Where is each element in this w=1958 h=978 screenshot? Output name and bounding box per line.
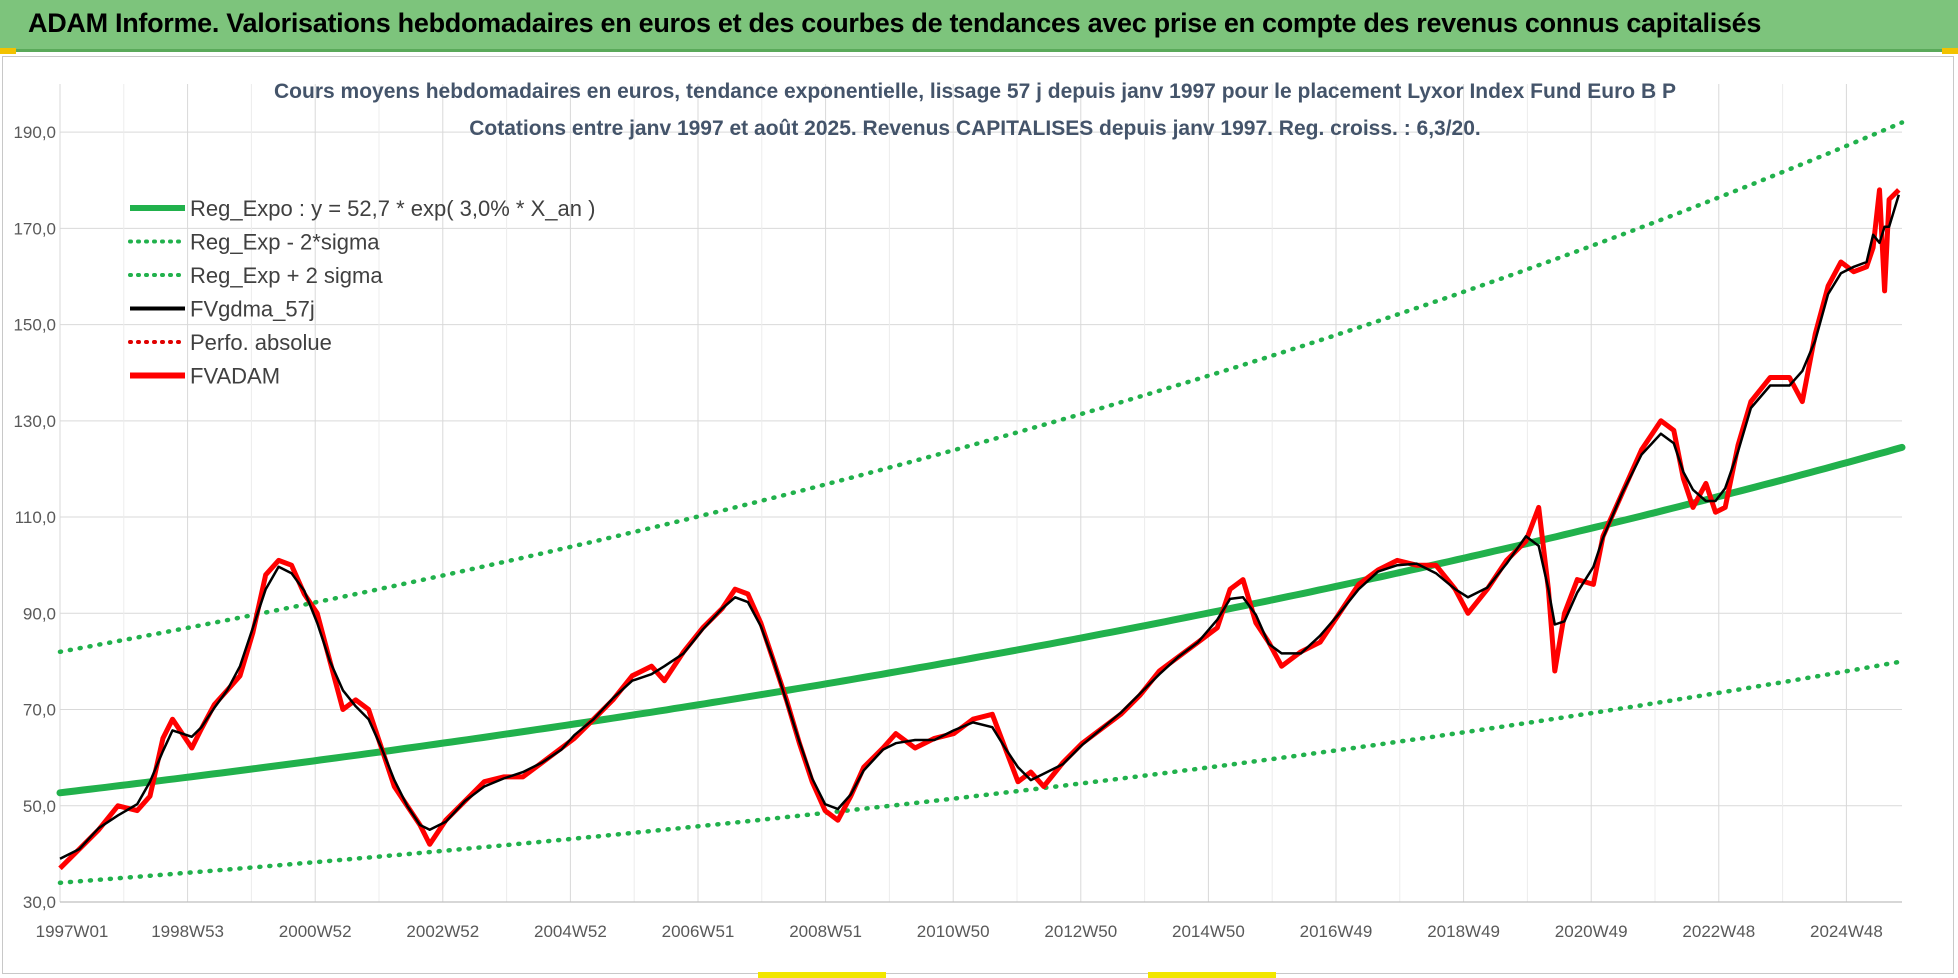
bottom-marker-b bbox=[1148, 972, 1276, 978]
x-tick-label: 2022W48 bbox=[1682, 922, 1755, 941]
header-corner-left bbox=[0, 48, 16, 54]
chart-title: Cours moyens hebdomadaires en euros, ten… bbox=[274, 80, 1676, 103]
series-upper-band bbox=[57, 120, 1905, 655]
legend-label: FVgdma_57j bbox=[190, 297, 315, 322]
report-header: ADAM Informe. Valorisations hebdomadaire… bbox=[0, 0, 1958, 52]
x-tick-label: 2012W50 bbox=[1044, 922, 1117, 941]
x-tick-label: 2016W49 bbox=[1300, 922, 1373, 941]
chart-series bbox=[56, 120, 1906, 886]
x-tick-label: 2000W52 bbox=[279, 922, 352, 941]
series-fvgdma-57j bbox=[59, 194, 1900, 860]
legend-label: FVADAM bbox=[190, 364, 280, 389]
x-tick-label: 2008W51 bbox=[789, 922, 862, 941]
x-tick-label: 2018W49 bbox=[1427, 922, 1500, 941]
x-tick-label: 2002W52 bbox=[406, 922, 479, 941]
y-tick-label: 90,0 bbox=[23, 604, 56, 623]
y-tick-label: 190,0 bbox=[13, 123, 56, 142]
chart-subtitle: Cotations entre janv 1997 et août 2025. … bbox=[469, 117, 1481, 140]
y-axis-ticks: 30,0 50,0 70,0 90,0 110,0 130,0 150,0 170,0 190,… bbox=[13, 123, 56, 912]
x-tick-label: 1998W53 bbox=[151, 922, 224, 941]
y-tick-label: 110,0 bbox=[15, 508, 56, 527]
x-tick-label: 2010W50 bbox=[917, 922, 990, 941]
x-tick-label: 2020W49 bbox=[1555, 922, 1628, 941]
valuation-chart: 30,0 50,0 70,0 90,0 110,0 130,0 150,0 170,0 190,… bbox=[13, 80, 1906, 941]
y-tick-label: 170,0 bbox=[13, 219, 56, 238]
bottom-marker-a bbox=[758, 972, 886, 978]
y-tick-label: 30,0 bbox=[23, 893, 56, 912]
series-regression bbox=[56, 443, 1906, 797]
x-axis-ticks: 1997W01 1998W53 2000W52 2002W52 2004W52 2006W… bbox=[36, 922, 1883, 941]
y-tick-label: 50,0 bbox=[23, 797, 56, 816]
x-tick-label: 2014W50 bbox=[1172, 922, 1245, 941]
header-corner-right bbox=[1942, 48, 1958, 54]
chart-legend: Reg_Expo : y = 52,7 * exp( 3,0% * X_an )… bbox=[128, 196, 595, 389]
y-tick-label: 70,0 bbox=[23, 701, 56, 720]
x-tick-label: 1997W01 bbox=[36, 922, 109, 941]
y-tick-label: 150,0 bbox=[13, 316, 56, 335]
x-tick-label: 2024W48 bbox=[1810, 922, 1883, 941]
series-fvadam bbox=[58, 187, 1901, 871]
x-tick-label: 2006W51 bbox=[662, 922, 735, 941]
legend-label: Reg_Exp + 2 sigma bbox=[190, 263, 383, 288]
legend-label: Perfo. absolue bbox=[190, 330, 332, 355]
y-tick-label: 130,0 bbox=[13, 412, 56, 431]
report-title: ADAM Informe. Valorisations hebdomadaire… bbox=[28, 8, 1762, 38]
legend-label: Reg_Exp - 2*sigma bbox=[190, 230, 380, 255]
chart-grid bbox=[59, 84, 1902, 903]
series-lower-band bbox=[57, 659, 1905, 886]
x-tick-label: 2004W52 bbox=[534, 922, 607, 941]
legend-label: Reg_Expo : y = 52,7 * exp( 3,0% * X_an ) bbox=[190, 196, 595, 221]
